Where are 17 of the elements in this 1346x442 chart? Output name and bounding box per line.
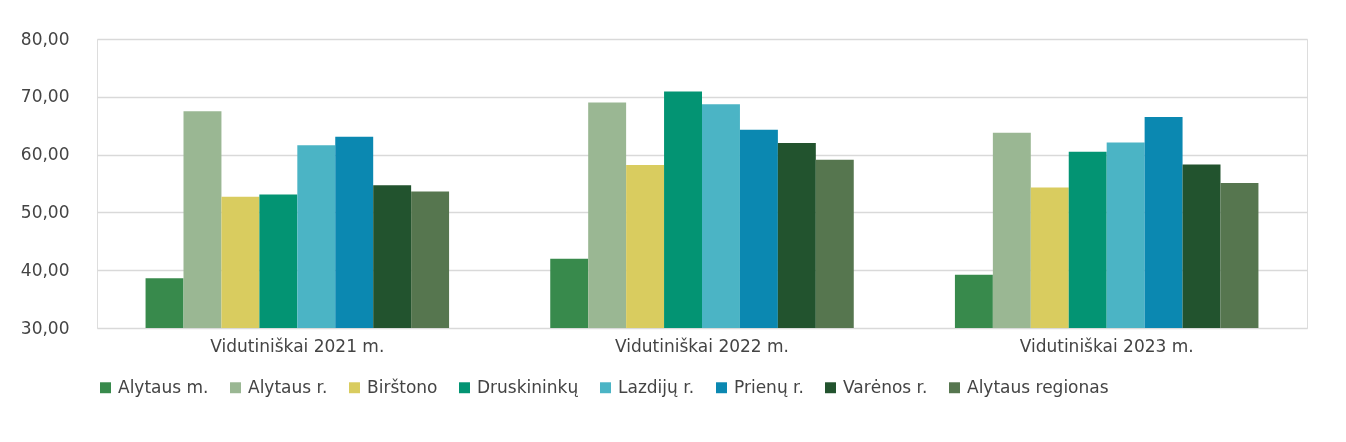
legend-label: Varėnos r.	[843, 376, 928, 397]
y-tick-label: 80,00	[20, 28, 70, 49]
legend-label: Prienų r.	[734, 376, 804, 397]
y-tick-label: 30,00	[20, 317, 70, 338]
x-tick-label: Vidutiniškai 2022 m.	[614, 335, 790, 356]
y-tick-label: 40,00	[20, 259, 70, 280]
y-tick-label: 60,00	[20, 144, 70, 165]
legend-label: Birštono	[367, 376, 438, 397]
legend-label: Alytaus regionas	[967, 376, 1109, 397]
x-tick-label: Vidutiniškai 2021 m.	[210, 335, 385, 356]
legend-label: Alytaus r.	[248, 376, 328, 397]
legend-label: Druskininkų	[477, 376, 579, 397]
y-tick-label: 70,00	[20, 86, 70, 107]
legend-label: Alytaus m.	[118, 376, 209, 397]
x-tick-label: Vidutiniškai 2023 m.	[1019, 335, 1194, 356]
y-tick-label: 50,00	[20, 201, 70, 222]
legend-label: Lazdijų r.	[618, 376, 695, 397]
